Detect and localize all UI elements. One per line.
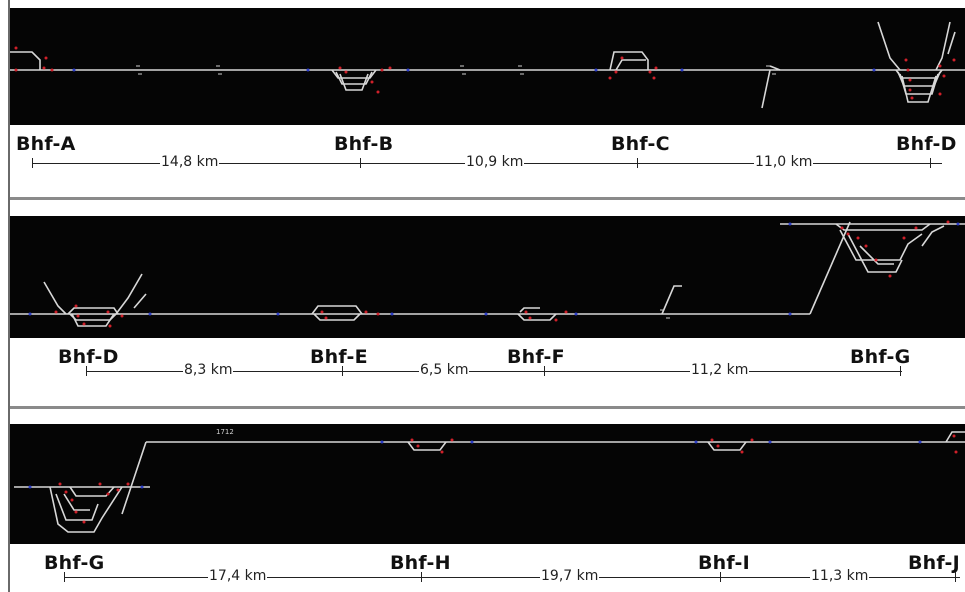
station-label: Bhf-G (44, 552, 105, 574)
distance-label: 11,3 km (810, 568, 870, 584)
row-separator (10, 406, 965, 409)
station-label: Bhf-B (334, 133, 394, 155)
station-label: Bhf-H (390, 552, 451, 574)
station-label: Bhf-G (850, 346, 911, 368)
scale-tick (720, 572, 721, 582)
station-label: Bhf-A (16, 133, 76, 155)
distance-label: 11,2 km (690, 362, 750, 378)
station-label: Bhf-J (908, 552, 960, 574)
track-schematic-1 (10, 21, 965, 109)
station-label: Bhf-F (507, 346, 565, 368)
distance-label: 14,8 km (160, 154, 220, 170)
track-panel-2 (10, 216, 965, 338)
scale-tick (930, 158, 931, 168)
scale-band-2: Bhf-D Bhf-E Bhf-F Bhf-G 8,3 km 6,5 km 11… (0, 338, 965, 406)
scale-tick (86, 366, 87, 376)
scale-line (86, 371, 902, 372)
scale-tick (900, 366, 901, 376)
track-panel-1 (10, 8, 965, 125)
distance-label: 19,7 km (540, 568, 600, 584)
track-panel-3: 1712 (10, 424, 965, 544)
station-label: Bhf-D (896, 133, 957, 155)
scale-line (64, 577, 960, 578)
scale-tick (637, 158, 638, 168)
scale-tick (955, 572, 956, 582)
scale-band-3: Bhf-G Bhf-H Bhf-I Bhf-J 17,4 km 19,7 km … (0, 544, 965, 592)
scale-tick (421, 572, 422, 582)
track-number-label: 1712 (216, 428, 234, 436)
station-label: Bhf-D (58, 346, 119, 368)
scale-tick (360, 158, 361, 168)
distance-label: 11,0 km (754, 154, 814, 170)
scale-band-1: Bhf-A Bhf-B Bhf-C Bhf-D 14,8 km 10,9 km … (0, 125, 965, 197)
station-label: Bhf-C (611, 133, 670, 155)
track-schematic-3 (14, 431, 965, 533)
scale-tick (32, 158, 33, 168)
station-label: Bhf-I (698, 552, 750, 574)
station-label: Bhf-E (310, 346, 368, 368)
row-separator (10, 197, 965, 200)
distance-label: 10,9 km (465, 154, 525, 170)
scale-tick (544, 366, 545, 376)
scale-tick (342, 366, 343, 376)
track-schematic-2 (10, 220, 965, 328)
distance-label: 8,3 km (183, 362, 234, 378)
distance-label: 17,4 km (208, 568, 268, 584)
scale-tick (64, 572, 65, 582)
distance-label: 6,5 km (419, 362, 470, 378)
left-border (8, 0, 10, 592)
